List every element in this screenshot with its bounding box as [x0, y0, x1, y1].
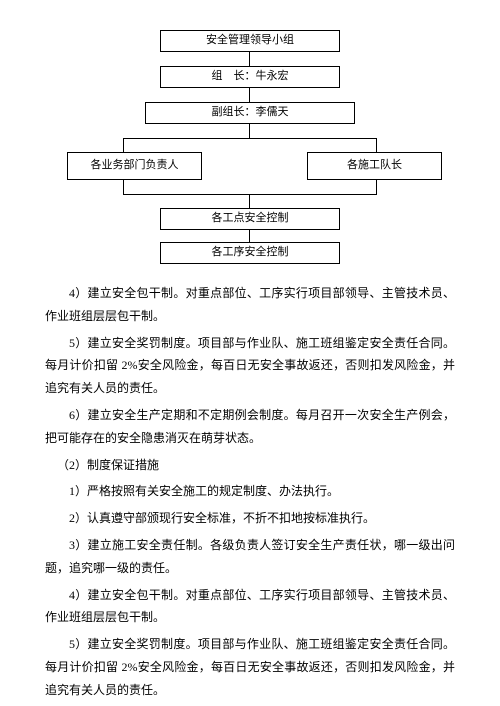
conn-1-2 [249, 52, 250, 66]
node-team-leaders: 各施工队长 [307, 152, 442, 180]
para-q4: 4）建立安全包干制。对重点部位、工序实行项目部领导、主管技术员、作业班组层层包干… [45, 584, 455, 630]
para-5: 5）建立安全奖罚制度。项目部与作业队、施工班组鉴定安全责任合同。每月计价扣留 2… [45, 332, 455, 400]
para-q5: 5）建立安全奖罚制度。项目部与作业队、施工班组鉴定安全责任合同。每月计价扣留 2… [45, 633, 455, 701]
document-body: 4）建立安全包干制。对重点部位、工序实行项目部领导、主管技术员、作业班组层层包干… [45, 282, 455, 702]
para-q2: 2）认真遵守部颁现行安全标准，不折不扣地按标准执行。 [45, 507, 455, 530]
conn-5-6 [249, 230, 250, 242]
conn-h-split [123, 138, 377, 139]
section-2-head: （2）制度保证措施 [45, 454, 455, 477]
node-process-control: 各工序安全控制 [160, 242, 340, 264]
node-dept-leaders: 各业务部门负责人 [67, 152, 202, 180]
para-4: 4）建立安全包干制。对重点部位、工序实行项目部领导、主管技术员、作业班组层层包干… [45, 282, 455, 328]
conn-3-split [249, 124, 250, 138]
conn-h-merge [123, 194, 377, 195]
node-deputy: 副组长：李儒天 [145, 102, 355, 124]
para-q3: 3）建立施工安全责任制。各级负责人签订安全生产责任状，哪一级出问题，追究哪一级的… [45, 534, 455, 580]
node-site-control: 各工点安全控制 [160, 208, 340, 230]
conn-merge-down [249, 194, 250, 208]
para-q1: 1）严格按照有关安全施工的规定制度、办法执行。 [45, 480, 455, 503]
conn-l-down [123, 180, 124, 194]
conn-r-down [376, 180, 377, 194]
conn-2-3 [249, 88, 250, 102]
conn-v-right [376, 138, 377, 152]
node-leader: 组 长：牛永宏 [160, 66, 340, 88]
node-safety-leadership: 安全管理领导小组 [160, 30, 340, 52]
conn-v-left [123, 138, 124, 152]
para-6: 6）建立安全生产定期和不定期例会制度。每月召开一次安全生产例会，把可能存在的安全… [45, 404, 455, 450]
org-flowchart: 安全管理领导小组 组 长：牛永宏 副组长：李儒天 各业务部门负责人 各施工队长 … [45, 30, 455, 270]
